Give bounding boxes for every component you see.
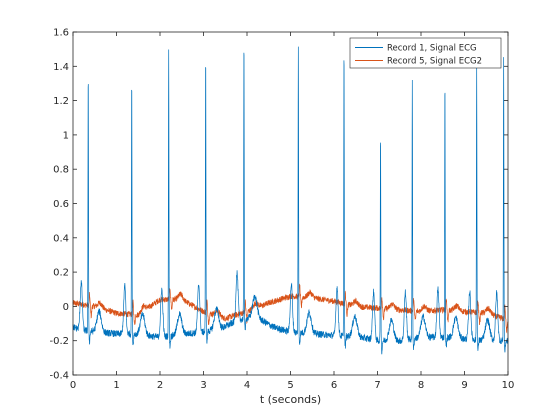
x-tick-label: 7: [374, 380, 380, 391]
x-axis-ticks: 0 1 2 3 4 5 6 7 8 9 10: [70, 32, 515, 391]
x-tick-label: 3: [200, 380, 206, 391]
y-tick-label: 0.2: [53, 268, 69, 279]
x-tick-label: 6: [331, 380, 337, 391]
y-tick-label: -0.4: [49, 371, 69, 382]
x-tick-label: 5: [287, 380, 293, 391]
x-tick-label: 10: [502, 380, 515, 391]
y-tick-label: 1.4: [53, 62, 69, 73]
series-line-ecg: [72, 46, 509, 355]
x-tick-label: 8: [418, 380, 424, 391]
legend: Record 1, Signal ECG Record 5, Signal EC…: [349, 37, 502, 69]
legend-entry-ecg: Record 1, Signal ECG: [387, 44, 477, 54]
y-axis-ticks: -0.4 -0.2 0 0.2 0.4 0.6 0.8 1 1.2 1.4 1.6: [49, 28, 508, 382]
x-axis-label: t (seconds): [260, 393, 321, 406]
y-tick-label: 1.6: [53, 28, 69, 39]
legend-entry-ecg2: Record 5, Signal ECG2: [387, 57, 482, 67]
y-tick-label: 1.2: [53, 96, 69, 107]
legend-box: [349, 37, 502, 69]
x-tick-label: 4: [244, 380, 250, 391]
x-tick-label: 1: [113, 380, 119, 391]
x-tick-label: 2: [157, 380, 163, 391]
series-layer: [72, 46, 509, 355]
y-tick-label: 0.4: [53, 233, 69, 244]
x-tick-label: 9: [461, 380, 467, 391]
y-tick-label: -0.2: [49, 336, 69, 347]
plot-area: [73, 32, 508, 375]
y-tick-label: 0.8: [53, 165, 69, 176]
y-tick-label: 1: [63, 130, 69, 141]
y-tick-label: 0.6: [53, 199, 69, 210]
x-tick-label: 0: [70, 380, 76, 391]
y-tick-label: 0: [63, 302, 69, 313]
